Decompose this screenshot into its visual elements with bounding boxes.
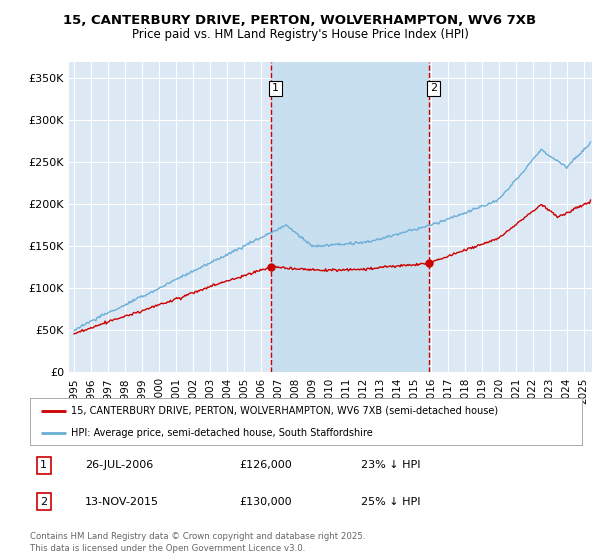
- Text: 23% ↓ HPI: 23% ↓ HPI: [361, 460, 421, 470]
- Text: Price paid vs. HM Land Registry's House Price Index (HPI): Price paid vs. HM Land Registry's House …: [131, 28, 469, 41]
- Text: 25% ↓ HPI: 25% ↓ HPI: [361, 497, 421, 507]
- Text: 2: 2: [430, 83, 437, 94]
- Text: 1: 1: [40, 460, 47, 470]
- Text: 15, CANTERBURY DRIVE, PERTON, WOLVERHAMPTON, WV6 7XB: 15, CANTERBURY DRIVE, PERTON, WOLVERHAMP…: [64, 14, 536, 27]
- Text: 15, CANTERBURY DRIVE, PERTON, WOLVERHAMPTON, WV6 7XB (semi-detached house): 15, CANTERBURY DRIVE, PERTON, WOLVERHAMP…: [71, 406, 499, 416]
- Text: HPI: Average price, semi-detached house, South Staffordshire: HPI: Average price, semi-detached house,…: [71, 428, 373, 438]
- Bar: [271, 62, 428, 372]
- Text: £130,000: £130,000: [240, 497, 292, 507]
- Text: 26-JUL-2006: 26-JUL-2006: [85, 460, 154, 470]
- Text: 1: 1: [272, 83, 279, 94]
- Text: Contains HM Land Registry data © Crown copyright and database right 2025.
This d: Contains HM Land Registry data © Crown c…: [30, 533, 365, 553]
- Text: £126,000: £126,000: [240, 460, 293, 470]
- Text: 13-NOV-2015: 13-NOV-2015: [85, 497, 159, 507]
- Text: 2: 2: [40, 497, 47, 507]
